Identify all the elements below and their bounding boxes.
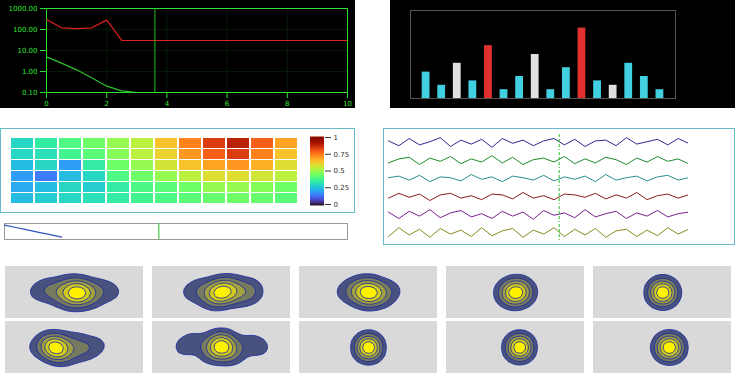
svg-text:1.00: 1.00 (22, 68, 38, 76)
svg-text:10: 10 (343, 100, 352, 108)
svg-text:8: 8 (285, 100, 289, 108)
svg-text:0.10: 0.10 (22, 89, 38, 97)
svg-text:10.00: 10.00 (17, 47, 37, 55)
svg-text:4: 4 (165, 100, 170, 108)
svg-text:6: 6 (225, 100, 230, 108)
svg-text:0.75: 0.75 (334, 150, 350, 158)
svg-text:1000.00: 1000.00 (9, 5, 38, 13)
svg-text:2: 2 (104, 100, 108, 108)
svg-text:0.5: 0.5 (334, 167, 345, 175)
svg-text:0: 0 (334, 201, 338, 209)
svg-text:0.25: 0.25 (334, 184, 350, 192)
svg-text:1: 1 (334, 134, 338, 142)
svg-text:100.00: 100.00 (13, 26, 38, 34)
svg-text:0: 0 (44, 100, 48, 108)
